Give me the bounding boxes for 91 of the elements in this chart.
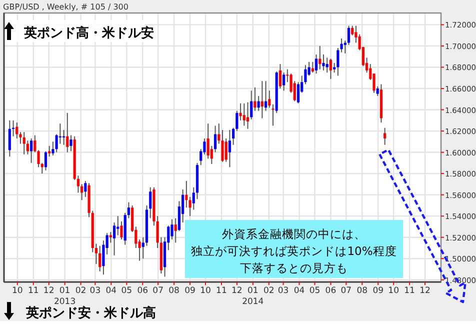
candlestick <box>308 61 310 76</box>
candlestick <box>264 80 268 112</box>
x-tick-label: 10 <box>12 286 23 296</box>
candlestick <box>30 138 33 164</box>
candlestick <box>8 120 11 158</box>
candlestick <box>326 57 328 74</box>
annotation: 英ポンド高・米ドル安 <box>23 25 154 41</box>
x-tick-label: 10 <box>388 286 400 296</box>
x-tick-label: 09 <box>372 286 384 296</box>
candlestick <box>318 45 322 70</box>
candlestick <box>22 132 26 155</box>
x-tick-label: 03 <box>90 286 101 296</box>
x-tick-label: 06 <box>137 286 148 296</box>
candlestick <box>278 64 282 89</box>
candlestick <box>12 120 15 137</box>
candlestick <box>109 232 112 244</box>
candlestick <box>106 232 108 255</box>
candlestick <box>62 129 66 146</box>
chart-title: GBP/USD , Weekly, # 105 / 300 <box>3 2 128 12</box>
x-tick-label: 07 <box>340 286 352 296</box>
candlestick <box>293 80 296 102</box>
candlestick <box>286 68 289 83</box>
candlestick <box>218 123 220 144</box>
text: 英ポンド安・米ドル高 <box>25 305 156 321</box>
x-tick-label: 11 <box>216 286 227 296</box>
candlestick <box>260 80 264 119</box>
candlestick <box>296 82 300 104</box>
candlestick <box>210 145 213 164</box>
x-tick-label: 09 <box>184 286 196 296</box>
candlestick <box>58 123 62 144</box>
candlestick <box>347 25 350 46</box>
x-tick-label: 02 <box>75 286 86 296</box>
x-tick-label: 08 <box>168 286 180 296</box>
candlestick <box>48 145 51 158</box>
x-tick-label: 08 <box>356 286 368 296</box>
candlestick <box>214 125 217 153</box>
candlestick <box>272 104 274 126</box>
candlestick <box>185 180 188 208</box>
candlestick <box>66 112 69 153</box>
candlestick <box>70 134 72 152</box>
x-tick-label: 06 <box>325 286 336 296</box>
candlestick <box>178 200 181 232</box>
candlestick <box>16 122 18 139</box>
candlestick <box>182 189 184 223</box>
candlestick <box>40 162 44 174</box>
candlestick <box>44 150 48 171</box>
candlestick <box>282 72 286 92</box>
candlestick <box>84 180 87 198</box>
x-tick-label: 12 <box>43 286 54 296</box>
candlestick <box>311 61 314 74</box>
candlestick <box>358 34 361 51</box>
candlestick <box>116 216 120 236</box>
candlestick <box>329 58 332 80</box>
candlestick <box>94 243 98 264</box>
annotation: 外資系金融機関の中には、独立が可決すれば英ポンドは10%程度下落するとの見方も <box>191 227 397 275</box>
candlestick <box>149 186 152 219</box>
candlestick <box>228 129 232 168</box>
candlestick <box>254 86 256 112</box>
x-tick-label: 11 <box>28 286 39 296</box>
x-tick-label: 07 <box>152 286 164 296</box>
x-tick-label: 12 <box>232 286 242 296</box>
x-tick-label: 04 <box>106 286 117 296</box>
candlestick <box>127 202 130 219</box>
candlestick <box>314 54 318 74</box>
x-tick-label: 02 <box>263 286 274 296</box>
candlestick <box>344 40 346 54</box>
x-tick-label: 01 2013 <box>54 286 76 307</box>
x-tick-label: 01 2014 <box>242 286 264 307</box>
x-tick-label: 10 <box>200 286 211 296</box>
candlestick <box>98 245 102 272</box>
candlestick <box>232 127 235 146</box>
candlestick <box>200 148 202 166</box>
candlestick <box>80 184 84 201</box>
x-tick-label: 05 <box>309 286 320 296</box>
candlestick <box>351 25 354 36</box>
candlestick <box>365 57 368 74</box>
candlestick <box>336 48 340 76</box>
candlestick <box>26 140 30 155</box>
candlestick <box>246 102 250 130</box>
candlestick <box>112 222 116 256</box>
candlestick <box>333 62 336 74</box>
candlestick <box>76 175 80 194</box>
candlestick <box>34 134 36 153</box>
candlestick <box>242 102 246 126</box>
candlestick <box>384 127 386 146</box>
x-tick-label: 04 <box>294 286 305 296</box>
x-tick-label: 05 <box>121 286 132 296</box>
candlestick <box>131 204 134 233</box>
x-tick-label: 12 <box>420 286 430 296</box>
x-tick-label: 03 <box>278 286 289 296</box>
x-tick-label: 11 <box>404 286 415 296</box>
